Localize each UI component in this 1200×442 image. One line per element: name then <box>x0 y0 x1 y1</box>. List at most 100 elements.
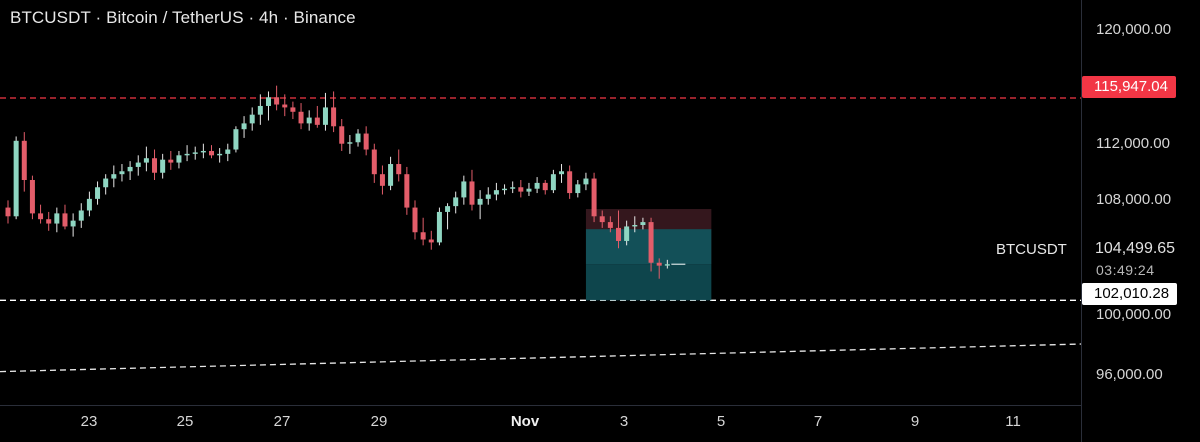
candle-body <box>632 225 638 227</box>
candle-body <box>624 226 630 241</box>
candle-body <box>575 184 581 194</box>
candle-body <box>371 149 377 175</box>
short-position-tool[interactable] <box>585 209 712 301</box>
price-axis-label: 108,000.00 <box>1096 191 1172 208</box>
last-price-label: 104,499.65 <box>1095 240 1176 257</box>
candle-body <box>436 211 442 243</box>
candle-body <box>379 174 385 186</box>
candle-body <box>184 153 190 156</box>
candle-body <box>46 219 52 224</box>
candle-body <box>355 133 361 143</box>
candle-body <box>13 140 19 217</box>
candle-body <box>70 220 76 227</box>
time-axis-label: 9 <box>910 413 920 430</box>
candle-body <box>306 117 312 124</box>
candle-body <box>209 150 214 156</box>
candles <box>5 85 686 279</box>
time-axis-label: 5 <box>716 413 726 430</box>
position-target-zone <box>585 264 712 301</box>
candle-body <box>241 123 247 130</box>
alert-price-tag[interactable]: 115,947.04 <box>1082 76 1176 98</box>
chart-title[interactable]: BTCUSDT · Bitcoin / TetherUS · 4h · Bina… <box>10 8 356 27</box>
candle-body <box>103 178 109 188</box>
candle-body <box>152 158 158 173</box>
candle-body <box>86 198 92 211</box>
candle-body <box>599 216 605 223</box>
candle-body <box>607 222 613 228</box>
candle-body <box>265 97 271 106</box>
candle-body <box>192 152 198 154</box>
candle-body <box>534 182 540 189</box>
candle-body <box>314 117 320 125</box>
candle-body <box>331 107 337 127</box>
horizontal-levels[interactable] <box>0 97 1081 301</box>
candle-body <box>322 107 328 125</box>
candle-body <box>656 262 662 266</box>
time-axis-label: 11 <box>1005 413 1021 430</box>
candle-body <box>616 227 621 241</box>
time-axis-label: 7 <box>813 413 823 430</box>
current-symbol-label: BTCUSDT <box>996 241 1067 258</box>
candle-body <box>200 150 206 153</box>
candle-body <box>445 206 451 212</box>
candle-body <box>339 126 345 144</box>
level-price-tag[interactable]: 102,010.28 <box>1082 283 1178 305</box>
candle-body <box>38 213 44 220</box>
candle-body <box>510 187 516 189</box>
candle-body <box>257 105 263 115</box>
candle-body <box>274 97 280 105</box>
price-axis-divider <box>1081 0 1082 442</box>
candle-body <box>493 190 499 195</box>
candle-body <box>640 222 646 225</box>
candle-body <box>461 181 467 198</box>
candle-body <box>176 155 182 163</box>
bar-countdown: 03:49:24 <box>1096 262 1155 278</box>
candle-body <box>388 164 394 186</box>
candle-body <box>217 153 223 156</box>
candle-body <box>485 194 491 199</box>
candle-body <box>168 159 174 163</box>
candle-body <box>225 149 231 154</box>
trendline[interactable] <box>0 343 1082 373</box>
price-axis-label: 96,000.00 <box>1096 366 1163 383</box>
candle-body <box>477 198 483 205</box>
candle-body <box>298 111 304 124</box>
time-axis-label: 27 <box>273 413 291 430</box>
candle-body <box>143 158 149 163</box>
candle-body <box>469 181 475 205</box>
candle-body <box>420 232 426 240</box>
candle-body <box>119 171 125 175</box>
candle-body <box>54 213 60 224</box>
candle-body <box>526 188 532 192</box>
candle-body <box>648 222 654 263</box>
candle-body <box>428 239 434 243</box>
candle-body <box>233 129 239 150</box>
candle-body <box>21 140 27 180</box>
candle-body <box>559 171 565 175</box>
candle-body <box>62 213 68 227</box>
candle-body <box>135 162 141 167</box>
candle-body <box>542 182 548 191</box>
candle-body <box>290 107 296 112</box>
candle-body <box>591 178 597 217</box>
candle-body <box>78 210 84 221</box>
candle-body <box>160 159 166 173</box>
time-axis-label: 23 <box>80 413 98 430</box>
candle-body <box>363 133 369 150</box>
candle-body <box>282 104 288 108</box>
candle-body <box>567 171 573 194</box>
candle-body <box>550 174 556 191</box>
candle-body <box>249 114 255 124</box>
price-axis-label: 100,000.00 <box>1096 306 1172 323</box>
candle-body <box>453 197 459 207</box>
trendline-line <box>0 343 1082 373</box>
candle-body <box>396 164 402 175</box>
price-axis-label: 120,000.00 <box>1096 21 1172 38</box>
candle-body <box>664 264 670 266</box>
candle-body <box>5 207 11 217</box>
price-axis-label: 112,000.00 <box>1096 135 1170 152</box>
time-axis-label: Nov <box>510 413 540 430</box>
candle-body <box>127 166 133 172</box>
